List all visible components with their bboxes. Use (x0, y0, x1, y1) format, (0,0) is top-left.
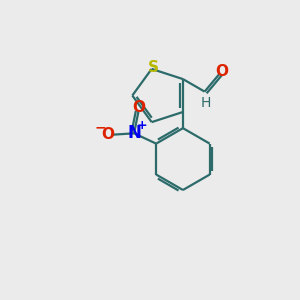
Text: O: O (215, 64, 228, 79)
Text: N: N (128, 124, 142, 142)
Text: H: H (201, 96, 211, 110)
Text: O: O (133, 100, 146, 115)
Text: +: + (137, 119, 148, 133)
Text: O: O (101, 127, 114, 142)
Text: −: − (94, 120, 106, 134)
Text: S: S (148, 60, 159, 75)
